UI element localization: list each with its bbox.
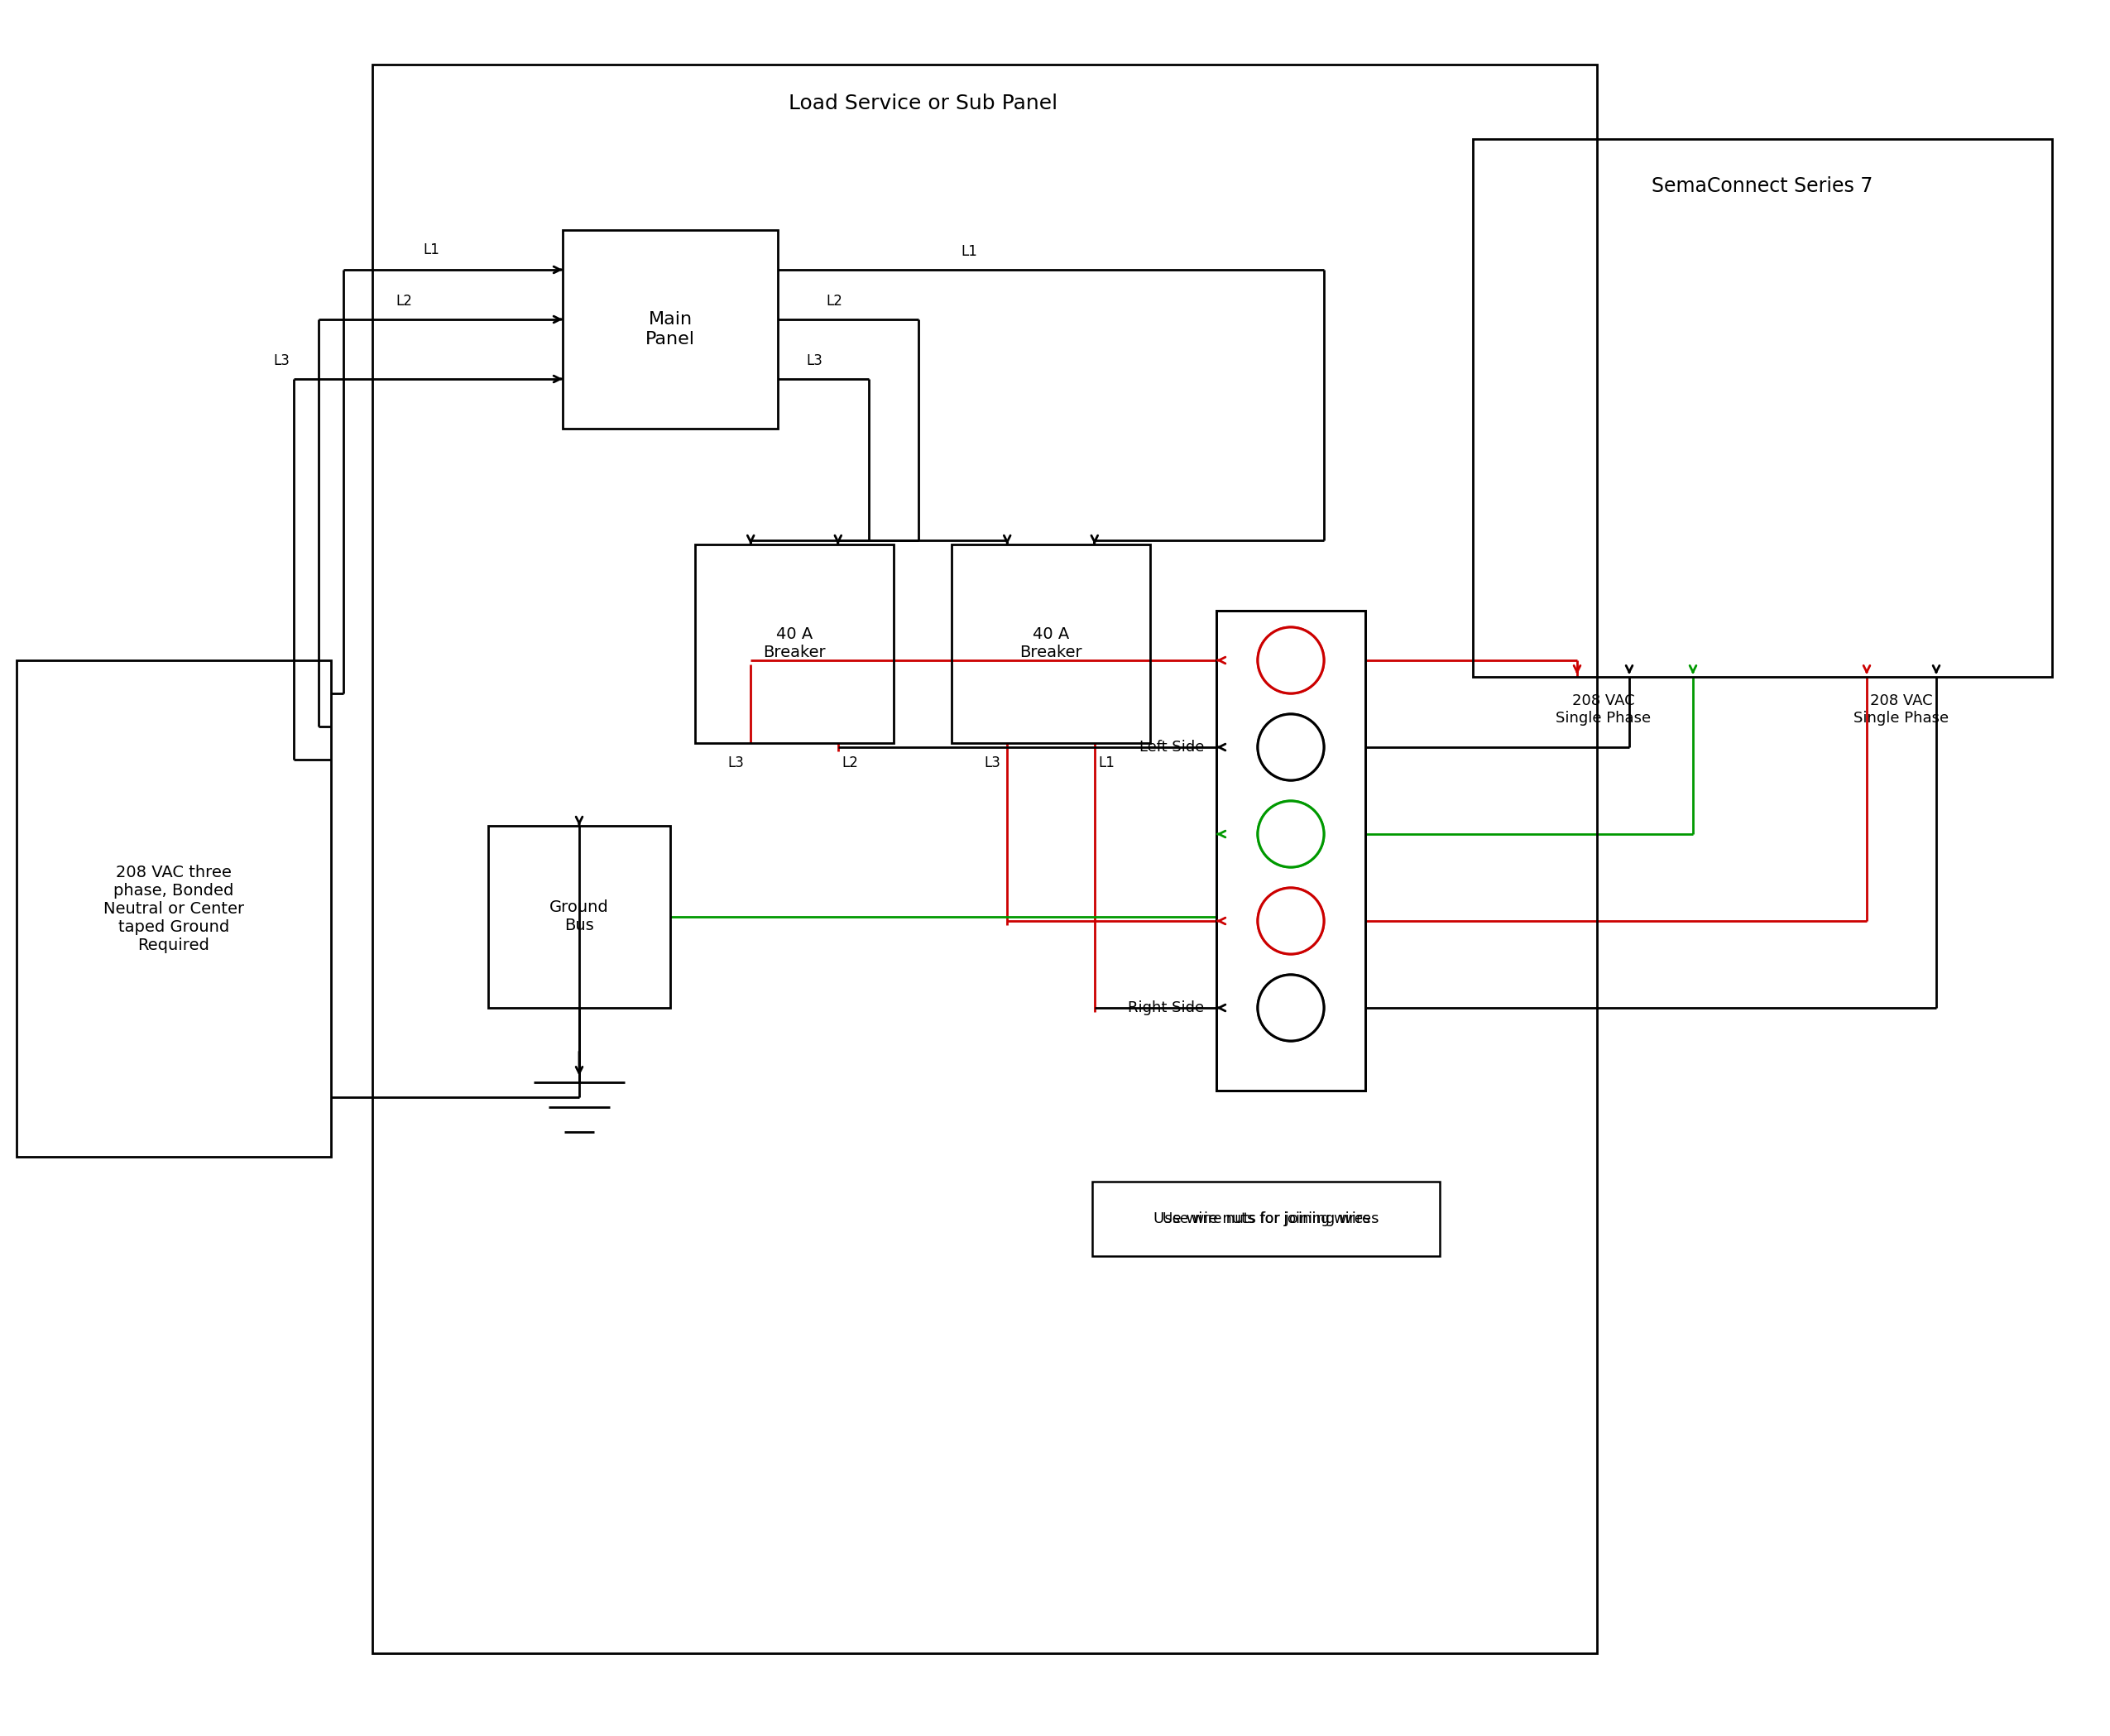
Circle shape: [1258, 713, 1323, 779]
Bar: [1473, 139, 2053, 677]
Bar: [1215, 611, 1365, 1090]
Text: 208 VAC
Single Phase: 208 VAC Single Phase: [1555, 693, 1650, 726]
Text: 40 A
Breaker: 40 A Breaker: [1019, 627, 1082, 661]
Text: L3: L3: [728, 755, 745, 771]
Bar: [17, 660, 331, 1156]
Bar: [487, 826, 671, 1009]
Circle shape: [1258, 887, 1323, 955]
Text: Left Side: Left Side: [1139, 740, 1205, 755]
Text: L1: L1: [1099, 755, 1114, 771]
Circle shape: [1258, 887, 1323, 955]
Text: 40 A
Breaker: 40 A Breaker: [764, 627, 825, 661]
Text: L3: L3: [272, 354, 289, 368]
Text: Use wire nuts for joining wires: Use wire nuts for joining wires: [1154, 1212, 1378, 1226]
Text: L2: L2: [842, 755, 859, 771]
Text: L1: L1: [422, 243, 439, 257]
Circle shape: [1258, 627, 1323, 693]
Bar: [694, 545, 895, 743]
Text: Ground
Bus: Ground Bus: [549, 899, 610, 934]
Text: Main
Panel: Main Panel: [646, 311, 694, 347]
Circle shape: [1258, 713, 1323, 779]
Text: Load Service or Sub Panel: Load Service or Sub Panel: [789, 94, 1057, 113]
Text: Use wire nuts for joining wires: Use wire nuts for joining wires: [1163, 1212, 1369, 1226]
Text: SemaConnect Series 7: SemaConnect Series 7: [1652, 177, 1874, 196]
Bar: [1093, 1182, 1439, 1257]
Text: L3: L3: [983, 755, 1000, 771]
Bar: [371, 64, 1597, 1653]
Circle shape: [1258, 974, 1323, 1042]
Text: 208 VAC
Single Phase: 208 VAC Single Phase: [1855, 693, 1950, 726]
Bar: [952, 545, 1150, 743]
Text: L3: L3: [806, 354, 823, 368]
Text: 208 VAC three
phase, Bonded
Neutral or Center
taped Ground
Required: 208 VAC three phase, Bonded Neutral or C…: [103, 865, 245, 953]
Circle shape: [1258, 800, 1323, 868]
Text: L2: L2: [397, 293, 411, 309]
Bar: [563, 231, 779, 429]
Text: Right Side: Right Side: [1127, 1000, 1205, 1016]
Bar: [1215, 611, 1365, 1090]
Circle shape: [1258, 800, 1323, 868]
Text: L1: L1: [960, 245, 977, 259]
Text: L2: L2: [825, 293, 842, 309]
Circle shape: [1258, 974, 1323, 1042]
Circle shape: [1258, 627, 1323, 693]
